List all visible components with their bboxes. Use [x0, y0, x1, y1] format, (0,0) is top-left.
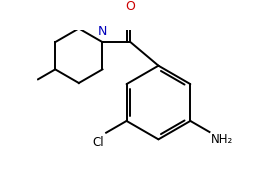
Text: N: N: [98, 25, 107, 38]
Text: Cl: Cl: [92, 136, 104, 149]
Text: NH₂: NH₂: [211, 134, 233, 147]
Text: O: O: [126, 0, 135, 13]
